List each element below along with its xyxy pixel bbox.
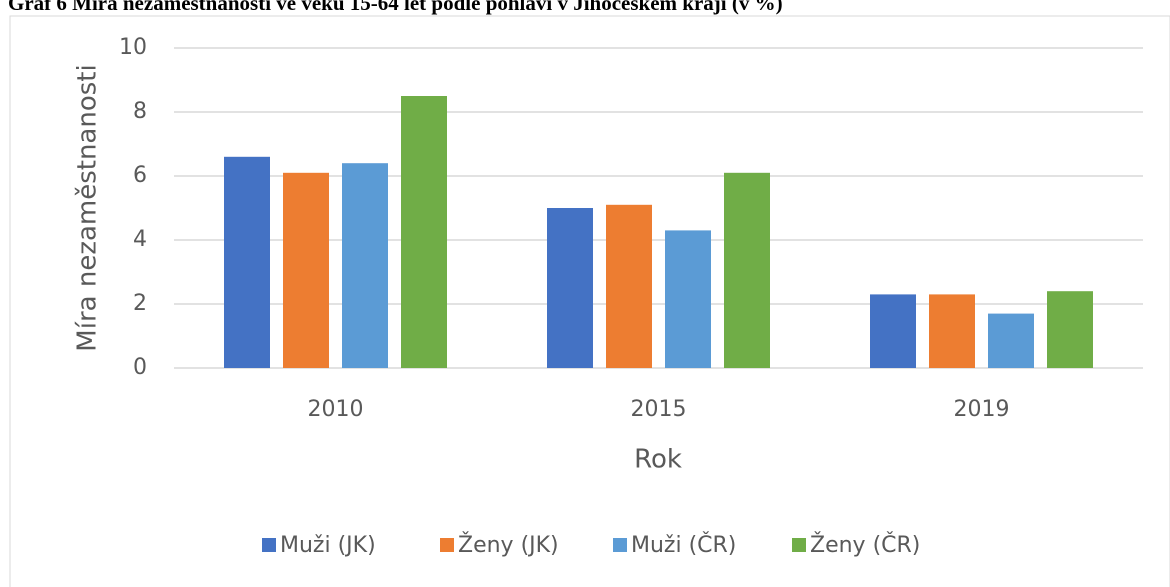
chart-title: Graf 6 Míra nezaměstnanosti ve věku 15-6… [8,0,783,15]
y-tick-label: 8 [133,99,147,124]
y-tick-label: 2 [133,291,147,316]
y-tick-label: 0 [133,355,147,380]
legend-swatch [792,538,806,552]
bar [606,204,652,368]
x-tick-label: 2019 [954,397,1010,422]
x-axis-title: Rok [634,445,682,475]
bar [342,163,388,368]
legend-swatch [262,538,276,552]
legend-label: Muži (ČR) [631,532,736,558]
x-tick-label: 2015 [631,397,687,422]
legend-label: Ženy (ČR) [810,532,920,558]
y-axis-title: Míra nezaměstnanosti [73,64,103,351]
y-tick-label: 6 [133,163,147,188]
x-tick-label: 2010 [308,397,364,422]
legend-swatch [613,538,627,552]
bar [401,96,447,368]
legend-label: Ženy (JK) [458,532,559,558]
y-tick-label: 4 [133,227,147,252]
legend-label: Muži (JK) [280,533,376,558]
bar [929,294,975,368]
bar [283,172,329,368]
bar [1047,291,1093,368]
y-tick-label: 10 [119,35,147,60]
bar [870,294,916,368]
bar [988,313,1034,368]
bar [724,172,770,368]
legend-swatch [440,538,454,552]
bar [547,208,593,368]
bar [224,156,270,368]
bar [665,230,711,368]
